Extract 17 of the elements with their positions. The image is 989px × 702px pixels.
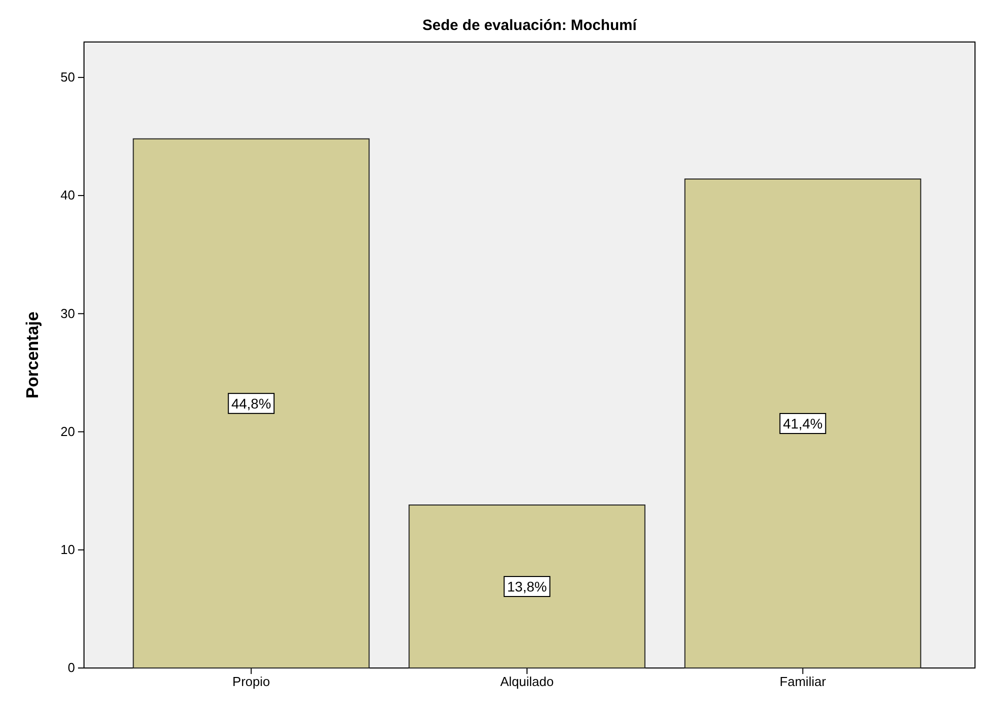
x-tick-label: Familiar [780,674,827,690]
y-tick-label: 10 [60,542,75,558]
x-tick-label: Propio [232,674,270,690]
bar [684,178,922,668]
data-label: 41,4% [782,416,823,432]
x-tick-label: Alquilado [500,674,554,690]
bar [408,504,646,668]
chart-title: Sede de evaluación: Mochumí [422,17,638,34]
data-label: 44,8% [231,395,272,412]
y-tick-label: 30 [60,306,75,321]
y-tick-label: 0 [68,660,75,676]
bar [132,138,370,668]
y-tick-label: 20 [60,424,75,439]
y-tick-label: 50 [60,70,75,85]
y-tick-label: 40 [60,188,75,203]
y-axis-title: Porcentaje [23,312,42,398]
data-label: 13,8% [507,578,547,594]
